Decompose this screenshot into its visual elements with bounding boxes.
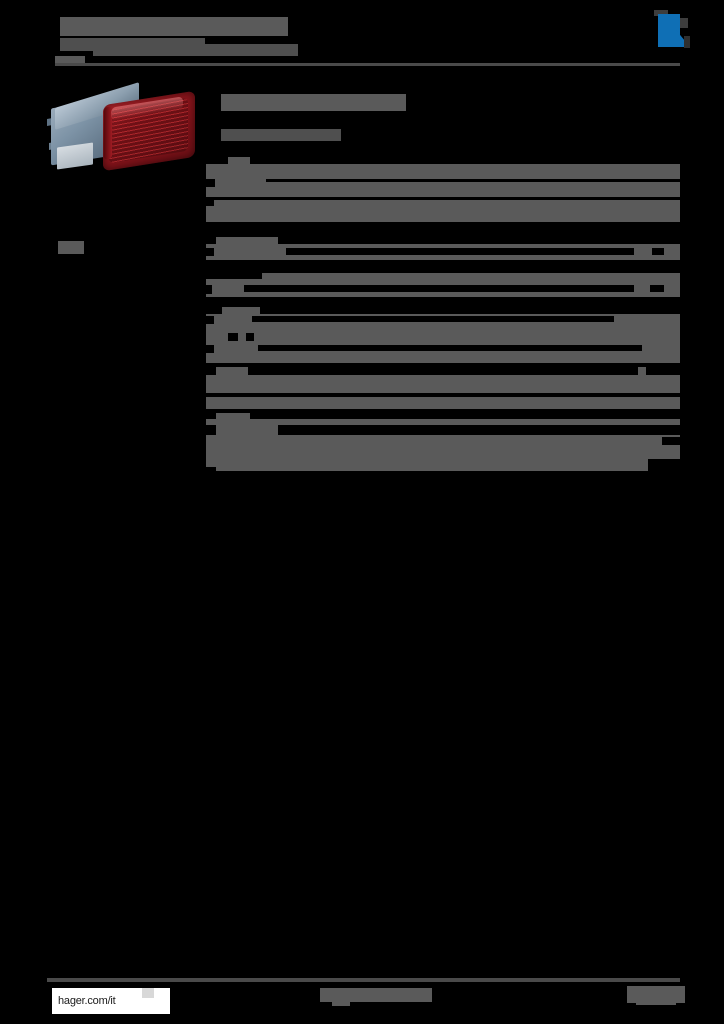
row-gap <box>646 367 680 375</box>
footer-divider <box>47 978 680 982</box>
row-notch <box>648 459 680 471</box>
row-notch <box>206 222 680 228</box>
row-notch <box>206 425 216 435</box>
spec-row: [redacted] [redacted] <box>206 200 680 228</box>
product-image <box>47 82 199 175</box>
hager-logo <box>650 10 694 50</box>
row-notch <box>206 316 214 324</box>
row-leader <box>258 345 642 351</box>
row-notch <box>206 393 680 397</box>
footer-url-text: hager.com/it <box>58 995 116 1007</box>
logo-accent-top <box>654 10 668 16</box>
row-notch <box>206 179 215 187</box>
product-terminal <box>57 142 93 170</box>
row-notch <box>206 200 214 206</box>
row-notch <box>246 333 254 341</box>
row-notch <box>206 237 216 244</box>
page-subtitle-secondary: [redacted] <box>93 44 298 56</box>
row-notch <box>228 333 238 341</box>
row-notch <box>206 273 262 279</box>
spec-row: [redacted] [redacted] <box>206 157 680 197</box>
logo-accent-lower <box>684 36 690 48</box>
row-notch <box>206 345 214 353</box>
row-notch <box>250 413 680 419</box>
page-footer <box>0 978 724 1024</box>
row-notch <box>266 179 680 182</box>
row-notch <box>260 307 680 314</box>
left-column <box>47 82 199 175</box>
footer-center-text-secondary: [redacted] <box>332 997 350 1006</box>
page-header: [redacted] [redacted] [redacted] <box>0 0 724 70</box>
row-gap <box>652 248 664 255</box>
spec-row: [redacted] [redacted] <box>206 307 680 363</box>
row-leader <box>252 316 614 322</box>
spec-row: [redacted] [redacted] <box>206 237 680 265</box>
row-notch <box>206 367 216 375</box>
row-notch <box>206 413 216 419</box>
row-notch <box>278 237 680 244</box>
row-notch <box>206 307 222 314</box>
footer-url-highlight <box>142 988 154 998</box>
header-divider <box>55 63 680 66</box>
spec-row: [redacted] [redacted] <box>206 273 680 301</box>
logo-mark-main <box>658 14 680 47</box>
row-notch <box>206 260 680 265</box>
row-notch <box>206 248 214 256</box>
header-tab-marker <box>55 56 85 64</box>
product-reference: [redacted] <box>58 241 84 254</box>
page-title: [redacted] <box>60 17 288 36</box>
row-notch <box>662 437 680 445</box>
row-notch <box>278 425 680 435</box>
row-notch <box>206 297 680 301</box>
spec-row: [redacted] [redacted] <box>206 367 680 409</box>
note-block: [redacted paragraph] [redacted] [redacte… <box>206 425 680 471</box>
row-notch <box>206 467 216 471</box>
footer-page-number-secondary: [redacted] <box>636 997 676 1005</box>
section-title: [redacted] <box>221 94 406 111</box>
row-notch <box>250 157 680 164</box>
section-subtitle: [redacted] <box>221 129 341 141</box>
row-notch <box>206 285 212 294</box>
logo-accent-right <box>680 18 688 28</box>
row-gap <box>650 285 664 292</box>
row-leader <box>248 367 638 375</box>
row-notch <box>206 157 228 164</box>
row-leader <box>244 285 634 292</box>
row-leader <box>286 248 634 255</box>
